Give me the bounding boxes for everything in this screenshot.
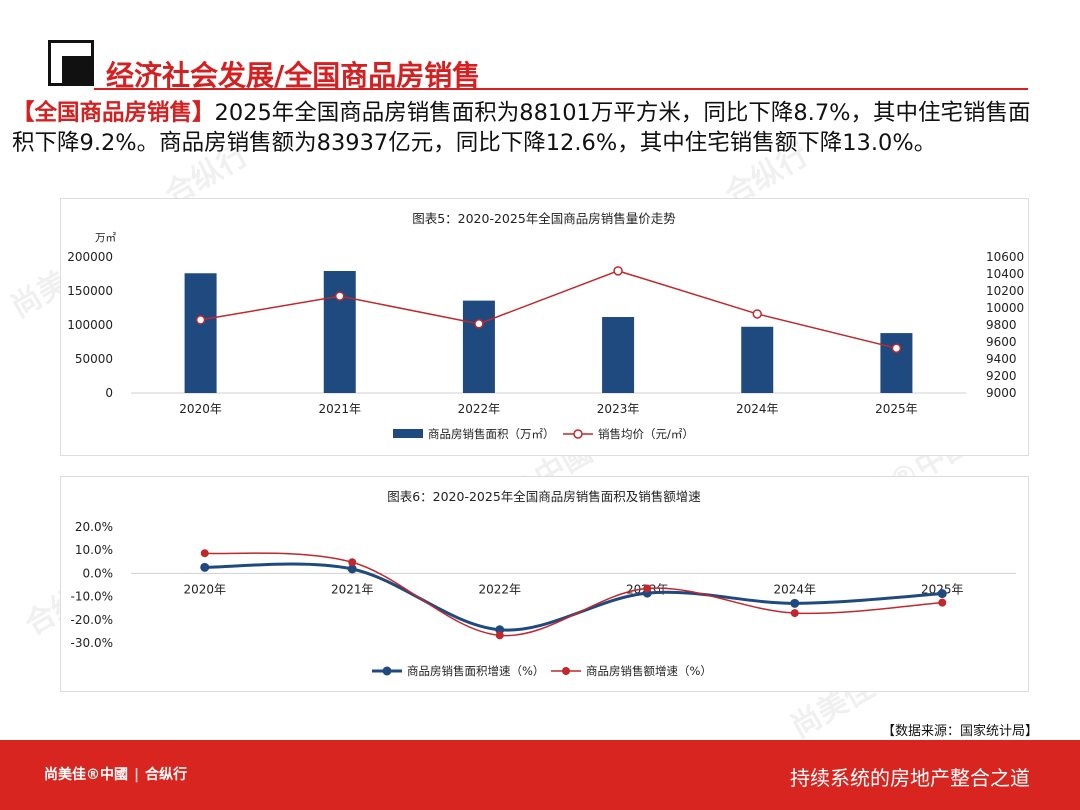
y-tick-label: -10.0%	[71, 590, 113, 604]
chart-panel-price-volume: 图表5：2020-2025年全国商品房销售量价走势万㎡ 0 50000 100000 1…	[60, 198, 1029, 456]
data-source: 【数据来源：国家统计局】	[881, 724, 1038, 739]
summary-highlight: 【全国商品房销售】	[12, 100, 215, 126]
bar	[184, 273, 217, 393]
y2-tick-label: 9800	[986, 318, 1017, 332]
title-divider	[94, 88, 1028, 90]
footer-bar	[0, 740, 1080, 810]
y-tick-label: 0	[105, 386, 113, 400]
y2-tick-label: 10000	[986, 301, 1024, 315]
growth-point	[347, 564, 357, 574]
y2-tick-label: 10200	[986, 284, 1024, 298]
legend-marker-price	[573, 429, 583, 439]
chart-title: 图表5：2020-2025年全国商品房销售量价走势	[412, 211, 676, 226]
legend-marker-sales-growth	[562, 667, 570, 675]
growth-line	[204, 552, 943, 637]
y-tick-label: 0.0%	[83, 566, 114, 580]
growth-point	[495, 625, 505, 635]
chart-title: 图表6：2020-2025年全国商品房销售面积及销售额增速	[387, 489, 701, 504]
footer-brand: 尚美佳®中國 | 合纵行	[44, 767, 188, 783]
price-point	[195, 315, 206, 325]
y2-tick-label: 10400	[986, 267, 1024, 281]
title-mark-fill	[62, 56, 92, 86]
x-tick-label: 2023年	[597, 402, 640, 416]
bar	[323, 270, 356, 393]
y-axis-unit: 万㎡	[95, 232, 116, 244]
x-tick-label: 2021年	[318, 402, 361, 416]
summary-text: 2025年全国商品房销售面积为88101万平方米，同比下降8.7%，其中住宅销售…	[12, 100, 1031, 156]
legend-label-area-growth: 商品房销售面积增速（%）	[407, 664, 544, 678]
y-tick-label: 20.0%	[75, 520, 113, 534]
page-title: 经济社会发展/全国商品房销售	[106, 59, 481, 92]
growth-point	[643, 584, 652, 593]
x-tick-label: 2022年	[478, 582, 521, 596]
legend-label-area: 商品房销售面积（万㎡）	[428, 427, 555, 441]
footer-slogan: 持续系统的房地产整合之道	[790, 766, 1030, 790]
price-point	[752, 309, 762, 319]
y-tick-label: 100000	[67, 318, 113, 332]
y2-tick-label: 9200	[986, 369, 1017, 383]
growth-point	[495, 631, 504, 640]
growth-point	[790, 598, 800, 608]
y-tick-label: 200000	[67, 250, 113, 264]
x-tick-label: 2025年	[875, 402, 918, 416]
price-point	[335, 291, 345, 301]
y2-tick-label: 10600	[986, 250, 1024, 264]
price-point	[474, 319, 484, 329]
bar	[602, 317, 635, 393]
x-tick-label: 2024年	[773, 582, 816, 596]
brand-logo-left: 尚美佳®中國	[44, 767, 128, 783]
summary-paragraph: 【全国商品房销售】2025年全国商品房销售面积为88101万平方米，同比下降8.…	[12, 98, 1037, 158]
growth-point	[938, 598, 947, 607]
brand-logo-right: 合纵行	[145, 767, 188, 783]
legend-swatch-area	[393, 429, 423, 438]
y2-tick-label: 9000	[986, 386, 1017, 400]
legend-label-sales-growth: 商品房销售额增速（%）	[586, 664, 712, 678]
y2-tick-label: 9600	[986, 335, 1017, 349]
chart-growth-rate: 图表6：2020-2025年全国商品房销售面积及销售额增速 20.0% 10.0% 0…	[71, 489, 1016, 678]
bar	[741, 326, 774, 393]
y-tick-label: -30.0%	[71, 636, 113, 650]
legend-marker-area-growth	[382, 666, 392, 676]
price-line	[200, 270, 897, 349]
x-tick-label: 2020年	[183, 582, 226, 596]
growth-point	[790, 609, 799, 618]
x-tick-label: 2024年	[736, 402, 779, 416]
x-tick-label: 2021年	[331, 582, 374, 596]
x-tick-label: 2020年	[179, 402, 222, 416]
y-tick-label: 150000	[67, 284, 113, 298]
y2-tick-label: 9400	[986, 352, 1017, 366]
price-point	[613, 266, 623, 276]
growth-point	[348, 558, 357, 567]
growth-point	[200, 549, 209, 558]
y-tick-label: 50000	[75, 352, 113, 366]
bar	[462, 300, 495, 393]
x-tick-label: 2022年	[458, 402, 501, 416]
bar	[880, 333, 913, 393]
legend-label-price: 销售均价（元/㎡）	[598, 427, 694, 441]
y-tick-label: 10.0%	[75, 543, 113, 557]
growth-point	[937, 589, 947, 599]
chart-panel-growth: 图表6：2020-2025年全国商品房销售面积及销售额增速 20.0% 10.0% 0…	[60, 476, 1029, 692]
price-point	[891, 343, 902, 353]
growth-point	[200, 562, 210, 572]
y-tick-label: -20.0%	[71, 613, 113, 627]
